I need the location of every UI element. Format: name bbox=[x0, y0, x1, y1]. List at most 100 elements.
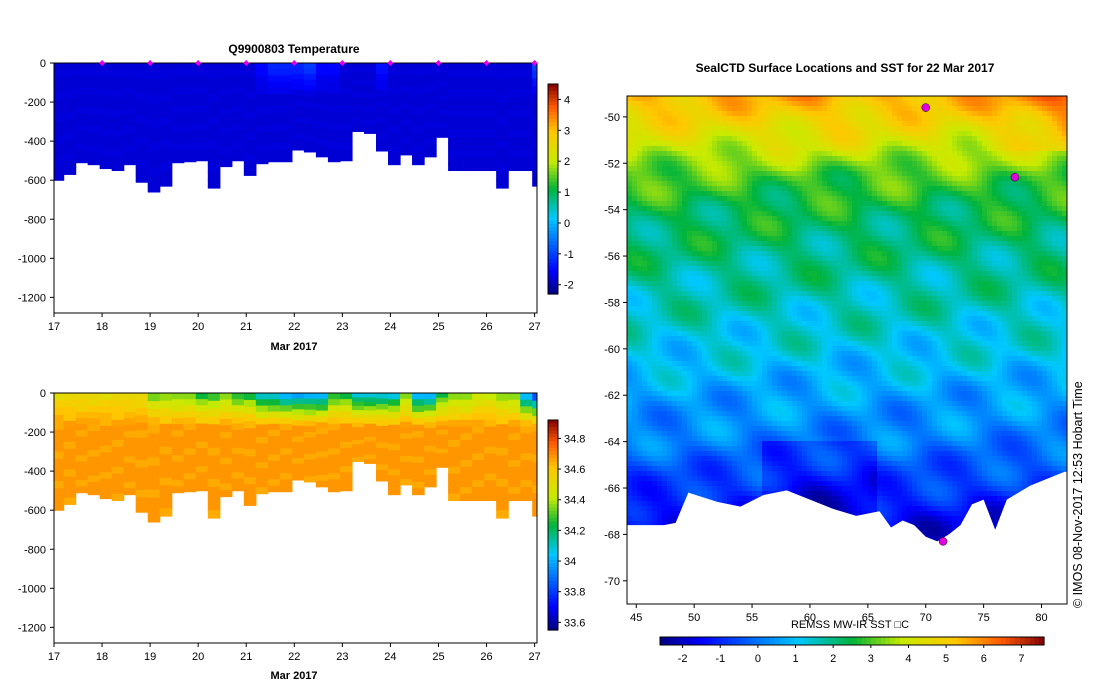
sst-cell bbox=[757, 211, 763, 217]
sst-cell bbox=[912, 171, 918, 177]
sst-cell bbox=[782, 256, 788, 262]
sst-cell bbox=[792, 146, 798, 152]
sal-cell bbox=[147, 481, 161, 491]
sst-cell bbox=[957, 176, 963, 182]
sst-cell bbox=[1002, 196, 1008, 202]
sst-cell bbox=[727, 131, 733, 137]
sst-cell bbox=[757, 196, 763, 202]
sal-colorbar-step bbox=[548, 616, 558, 621]
sst-cell bbox=[997, 166, 1003, 172]
sst-cell bbox=[1062, 171, 1067, 177]
sst-cell bbox=[1007, 186, 1013, 192]
sst-cell bbox=[1062, 161, 1067, 167]
sst-cell bbox=[792, 281, 798, 287]
sal-cell bbox=[351, 452, 365, 458]
sal-colorbar-step bbox=[548, 598, 558, 603]
sst-cell bbox=[862, 191, 868, 197]
sst-cell bbox=[1022, 281, 1028, 287]
sst-cell bbox=[717, 181, 723, 187]
temp-cell bbox=[400, 103, 413, 110]
sst-cell bbox=[802, 196, 808, 202]
sst-cell bbox=[987, 236, 993, 242]
temp-cell bbox=[54, 172, 65, 181]
sst-cell bbox=[957, 241, 963, 247]
sst-cell bbox=[862, 181, 868, 187]
sst-cell bbox=[892, 221, 898, 227]
sal-xtick-label: 25 bbox=[432, 651, 444, 663]
sst-cell bbox=[867, 221, 873, 227]
sst-cell bbox=[872, 251, 878, 257]
sst-cell bbox=[817, 236, 823, 242]
sst-cell bbox=[977, 251, 983, 257]
sst-cell bbox=[907, 221, 913, 227]
sst-cell bbox=[667, 106, 673, 112]
sst-cell bbox=[937, 236, 943, 242]
sal-cell bbox=[243, 421, 257, 429]
sal-colorbar-step bbox=[548, 472, 558, 477]
sal-colorbar-frame bbox=[547, 419, 559, 631]
sal-colorbar-step bbox=[548, 493, 558, 498]
sst-cell bbox=[767, 101, 773, 107]
sst-cell bbox=[977, 111, 983, 117]
sst-cell bbox=[847, 256, 853, 262]
sst-cell bbox=[767, 266, 773, 272]
sst-cell bbox=[752, 166, 758, 172]
sst-cell bbox=[697, 201, 703, 207]
sal-cell bbox=[63, 462, 77, 471]
sst-cell bbox=[1002, 286, 1008, 292]
sst-cell bbox=[842, 101, 848, 107]
sal-cell bbox=[243, 400, 257, 408]
sst-cell bbox=[637, 231, 643, 237]
salinity-axes-frame bbox=[53, 392, 538, 644]
sal-cell bbox=[99, 465, 113, 473]
sst-cell bbox=[1062, 236, 1067, 242]
sst-cell bbox=[867, 121, 873, 127]
sst-cell bbox=[1022, 226, 1028, 232]
temperature-xlabel: Mar 2017 bbox=[270, 341, 317, 353]
sst-cell bbox=[742, 221, 748, 227]
sst-cell bbox=[647, 181, 653, 187]
temp-cell bbox=[315, 150, 329, 158]
sst-cell bbox=[902, 101, 908, 107]
sst-cell bbox=[872, 181, 878, 187]
sst-cell bbox=[627, 266, 633, 272]
sst-cell bbox=[677, 101, 683, 107]
sst-cell bbox=[1037, 146, 1043, 152]
sst-cell bbox=[1047, 236, 1053, 242]
sst-cell bbox=[962, 116, 968, 122]
temp-cell bbox=[231, 154, 245, 162]
sst-cell bbox=[807, 266, 813, 272]
sst-cell bbox=[862, 161, 868, 167]
sst-cell bbox=[752, 171, 758, 177]
sst-cell bbox=[882, 151, 888, 157]
temp-cell bbox=[63, 83, 77, 92]
sst-cell bbox=[947, 221, 953, 227]
sst-cell bbox=[952, 221, 958, 227]
sst-cell bbox=[762, 126, 768, 132]
sal-cell bbox=[351, 393, 365, 398]
sst-cell bbox=[627, 156, 633, 162]
sst-cell bbox=[967, 276, 973, 282]
sst-cell bbox=[627, 151, 633, 157]
sst-cell bbox=[712, 221, 718, 227]
sst-cell bbox=[862, 116, 868, 122]
sst-cell bbox=[907, 271, 913, 277]
temp-cell bbox=[255, 144, 269, 152]
sst-cell bbox=[632, 226, 638, 232]
sst-cell bbox=[757, 151, 763, 157]
sst-cell bbox=[1062, 251, 1067, 257]
sst-cell bbox=[717, 261, 723, 267]
sst-cell bbox=[837, 161, 843, 167]
sst-cell bbox=[667, 271, 673, 277]
sal-cell bbox=[532, 454, 537, 463]
sst-cell bbox=[1057, 96, 1063, 102]
sst-cell bbox=[982, 231, 988, 237]
sst-cell bbox=[732, 131, 738, 137]
sst-cell bbox=[732, 161, 738, 167]
sst-cell bbox=[852, 146, 858, 152]
sst-cell bbox=[932, 171, 938, 177]
sal-cell bbox=[231, 417, 245, 425]
sal-cell bbox=[147, 425, 161, 434]
sal-cell bbox=[339, 399, 353, 406]
sal-cell bbox=[75, 455, 89, 463]
